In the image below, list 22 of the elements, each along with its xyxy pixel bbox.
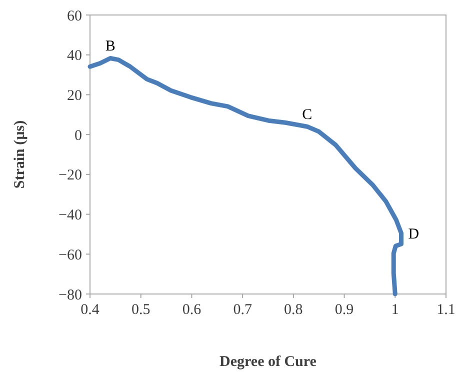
line-series: [88, 56, 404, 296]
y-tick-label: −60: [58, 247, 82, 264]
x-tick-label: 1: [391, 302, 399, 318]
x-tick-label: 0.4: [80, 302, 100, 318]
x-tick-label: 0.7: [233, 302, 252, 318]
y-tick-label: −40: [58, 208, 82, 224]
x-tick-label: 0.9: [334, 302, 354, 318]
x-tick-label: 0.6: [182, 302, 202, 318]
annotation: D: [408, 226, 420, 242]
x-tick-label: 0.8: [284, 302, 303, 318]
x-axis-title: Degree of Cure: [220, 354, 317, 370]
y-tick-label: 20: [67, 88, 82, 104]
y-tick-label: −20: [58, 168, 82, 184]
x-tick-label: 0.5: [131, 302, 150, 318]
x-tick-label: 1.1: [436, 302, 456, 318]
y-tick-label: 40: [67, 48, 82, 64]
y-tick-label: −80: [58, 287, 82, 304]
annotation: C: [302, 106, 312, 123]
y-tick-label: 60: [67, 8, 82, 24]
y-axis-title: Strain (µs): [12, 120, 28, 189]
y-tick-label: 0: [74, 128, 82, 144]
annotation: B: [105, 38, 116, 54]
